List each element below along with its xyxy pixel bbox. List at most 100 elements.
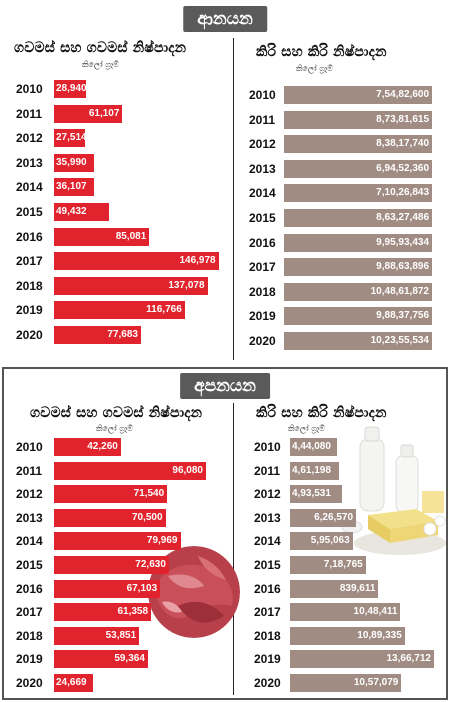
import-dairy-bar	[284, 307, 432, 326]
export-dairy-data-label: 4,44,080	[292, 441, 331, 452]
export-dairy-year-label: 2012	[254, 487, 281, 502]
import-meat-title: ගවමස් සහ ගවමස් නිෂ්පාදන	[14, 40, 187, 56]
export-meat-data-label: 42,260	[87, 441, 118, 452]
export-meat-unit: කිලෝ ග්‍රෑම්	[96, 424, 133, 433]
import-meat-unit: කිලෝ ග්‍රෑම්	[82, 60, 119, 69]
import-meat-bar	[54, 227, 150, 246]
import-dairy-data-label: 8,63,27,486	[376, 212, 429, 223]
import-dairy-title: කිරි සහ කිරි නිෂ්පාදන	[256, 44, 387, 60]
export-dairy-data-label: 7,18,765	[323, 559, 363, 570]
import-meat-data-label: 85,081	[115, 230, 147, 242]
export-dairy-data-label: 10,48,411	[353, 606, 398, 618]
export-meat-data-label: 24,669	[56, 677, 87, 688]
export-meat-year-label: 2013	[16, 510, 43, 525]
export-dairy-unit: කිලෝ ග්‍රෑම්	[288, 424, 325, 433]
import-meat-year-label: 2017	[16, 254, 43, 269]
export-meat-bar	[54, 508, 166, 527]
export-meat-data-label: 72,630	[135, 559, 166, 570]
import-dairy-data-label: 10,23,55,534	[370, 335, 429, 346]
import-meat-bar	[54, 203, 110, 221]
import-meat-data-label: 137,078	[168, 279, 205, 291]
import-section-title: ආනයන	[183, 6, 267, 32]
export-meat-data-label: 53,851	[105, 629, 137, 641]
export-dairy-year-label: 2018	[254, 628, 281, 643]
export-meat-year-label: 2020	[16, 676, 43, 690]
import-meat-data-label: 28,940	[56, 83, 87, 94]
import-dairy-data-label: 9,95,93,434	[376, 236, 429, 248]
import-meat-bar	[54, 252, 219, 271]
export-dairy-year-label: 2010	[254, 440, 281, 454]
import-divider	[233, 38, 234, 360]
import-dairy-year-label: 2016	[249, 235, 276, 250]
export-meat-bar	[54, 485, 168, 504]
export-meat-year-label: 2016	[16, 581, 43, 596]
import-dairy-year-label: 2013	[249, 161, 276, 176]
import-dairy-year-label: 2014	[249, 186, 276, 201]
import-meat-data-label: 35,990	[56, 156, 87, 168]
export-meat-year-label: 2012	[16, 487, 43, 502]
export-meat-year-label: 2017	[16, 605, 43, 620]
export-dairy-bar	[290, 650, 434, 669]
export-meat-bar	[54, 461, 206, 480]
export-meat-year-label: 2015	[16, 558, 43, 572]
import-meat-data-label: 61,107	[88, 107, 120, 119]
export-meat-bar	[54, 603, 152, 622]
import-dairy-data-label: 8,38,17,740	[376, 138, 429, 150]
export-dairy-year-label: 2017	[254, 605, 281, 620]
import-dairy-bar	[284, 233, 432, 252]
import-meat-bar	[54, 104, 123, 123]
export-dairy-data-label: 839,611	[339, 582, 376, 594]
export-dairy-year-label: 2014	[254, 534, 281, 549]
export-dairy-bar	[290, 485, 342, 504]
import-meat-year-label: 2013	[16, 155, 43, 170]
import-meat-bar	[54, 276, 208, 295]
import-meat-data-label: 36,107	[56, 181, 87, 193]
export-dairy-bar	[290, 532, 353, 551]
import-dairy-bar	[284, 159, 432, 178]
export-section-title: අපනයන	[180, 373, 270, 399]
import-meat-year-label: 2015	[16, 205, 43, 219]
dairy-products-image	[338, 425, 446, 565]
import-dairy-bar	[284, 258, 432, 277]
export-meat-year-label: 2019	[16, 652, 43, 667]
export-meat-bar	[54, 650, 148, 669]
import-dairy-data-label: 7,10,26,843	[376, 187, 429, 199]
export-dairy-year-label: 2019	[254, 652, 281, 667]
import-meat-year-label: 2014	[16, 180, 43, 195]
import-dairy-bar	[284, 282, 432, 301]
import-dairy-data-label: 7,54,82,600	[376, 89, 429, 100]
export-dairy-data-label: 10,57,079	[353, 677, 399, 688]
export-dairy-title: කිරි සහ කිරි නිෂ්පාදන	[256, 405, 387, 421]
import-meat-year-label: 2012	[16, 131, 43, 146]
import-dairy-year-label: 2011	[249, 112, 276, 127]
import-dairy-data-label: 8,73,81,615	[376, 113, 429, 125]
export-dairy-year-label: 2011	[254, 463, 281, 478]
import-dairy-year-label: 2010	[249, 88, 276, 102]
import-meat-year-label: 2011	[16, 106, 43, 121]
import-dairy-year-label: 2019	[249, 309, 276, 324]
export-dairy-bar	[290, 461, 339, 480]
export-dairy-year-label: 2013	[254, 510, 281, 525]
export-meat-year-label: 2011	[16, 463, 43, 478]
import-meat-bar	[54, 80, 87, 98]
import-dairy-year-label: 2017	[249, 260, 276, 275]
import-meat-bar	[54, 301, 185, 320]
export-dairy-data-label: 4,61,198	[292, 464, 331, 476]
export-meat-data-label: 79,969	[146, 535, 178, 547]
import-meat-data-label: 77,683	[107, 329, 138, 340]
export-dairy-data-label: 6,26,570	[314, 511, 354, 523]
import-dairy-data-label: 10,48,61,872	[370, 285, 429, 297]
export-meat-bar	[54, 438, 121, 456]
import-dairy-year-label: 2015	[249, 211, 276, 225]
export-meat-bar	[54, 532, 181, 551]
export-meat-title: ගවමස් සහ ගවමස් නිෂ්පාදන	[30, 405, 203, 421]
export-dairy-bar	[290, 556, 366, 574]
export-dairy-data-label: 10,89,335	[357, 629, 402, 641]
import-meat-bar	[54, 129, 85, 148]
import-dairy-bar	[284, 209, 432, 227]
import-dairy-year-label: 2018	[249, 284, 276, 299]
beef-meat-image	[148, 546, 240, 638]
export-dairy-bar	[290, 508, 357, 527]
export-meat-bar	[54, 674, 94, 692]
